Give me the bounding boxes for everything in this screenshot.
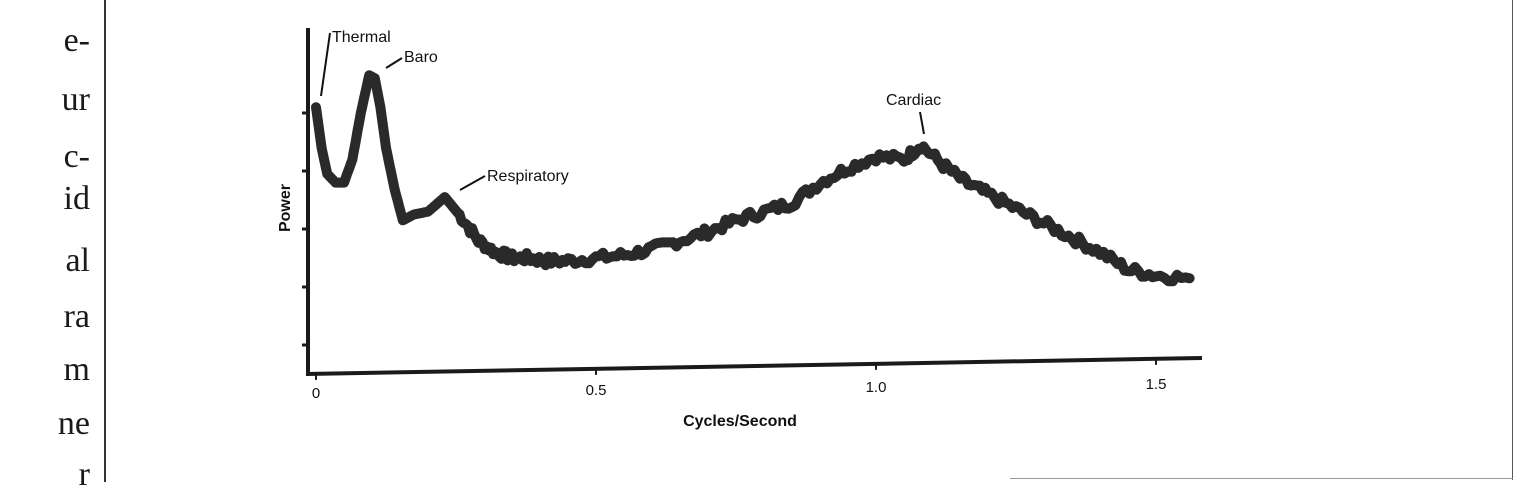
text-fragment: ra bbox=[63, 298, 90, 335]
x-tick-label: 1.5 bbox=[1146, 376, 1167, 393]
series-line bbox=[311, 70, 1195, 287]
figure-frame-right bbox=[1512, 0, 1513, 480]
left-page-text: e- ur c- id al ra m ne r bbox=[0, 0, 100, 492]
annotation-leader bbox=[459, 175, 486, 191]
annotation-label: Baro bbox=[404, 49, 438, 66]
text-fragment: e- bbox=[63, 22, 90, 59]
annotation-label: Cardiac bbox=[886, 92, 941, 109]
page-divider bbox=[104, 0, 106, 482]
x-tick-label: 0.5 bbox=[586, 382, 607, 399]
x-tick-label: 1.0 bbox=[866, 379, 887, 396]
text-fragment: ne bbox=[57, 405, 90, 442]
figure-frame-bottom bbox=[1010, 478, 1513, 479]
text-fragment: m bbox=[63, 351, 90, 388]
text-fragment: c- bbox=[63, 138, 90, 175]
x-tick-label: 0 bbox=[312, 385, 320, 402]
chart-axes bbox=[305, 28, 1203, 376]
text-fragment: id bbox=[63, 180, 90, 217]
annotation-label: Thermal bbox=[332, 29, 391, 46]
text-fragment: r bbox=[78, 456, 90, 493]
annotation-leader bbox=[385, 57, 403, 69]
y-axis-label: Power bbox=[277, 184, 294, 232]
x-axis-label: Cycles/Second bbox=[683, 413, 797, 430]
annotation-leader bbox=[919, 111, 925, 135]
annotation-label: Respiratory bbox=[487, 168, 569, 185]
text-fragment: al bbox=[65, 242, 90, 279]
annotation-leader bbox=[320, 32, 331, 97]
x-axis bbox=[305, 356, 1203, 376]
text-fragment: ur bbox=[61, 81, 90, 118]
power-spectrum-chart: 0 0.5 1.0 1.5 Thermal Baro Respiratory Cardiac… bbox=[277, 28, 1203, 430]
